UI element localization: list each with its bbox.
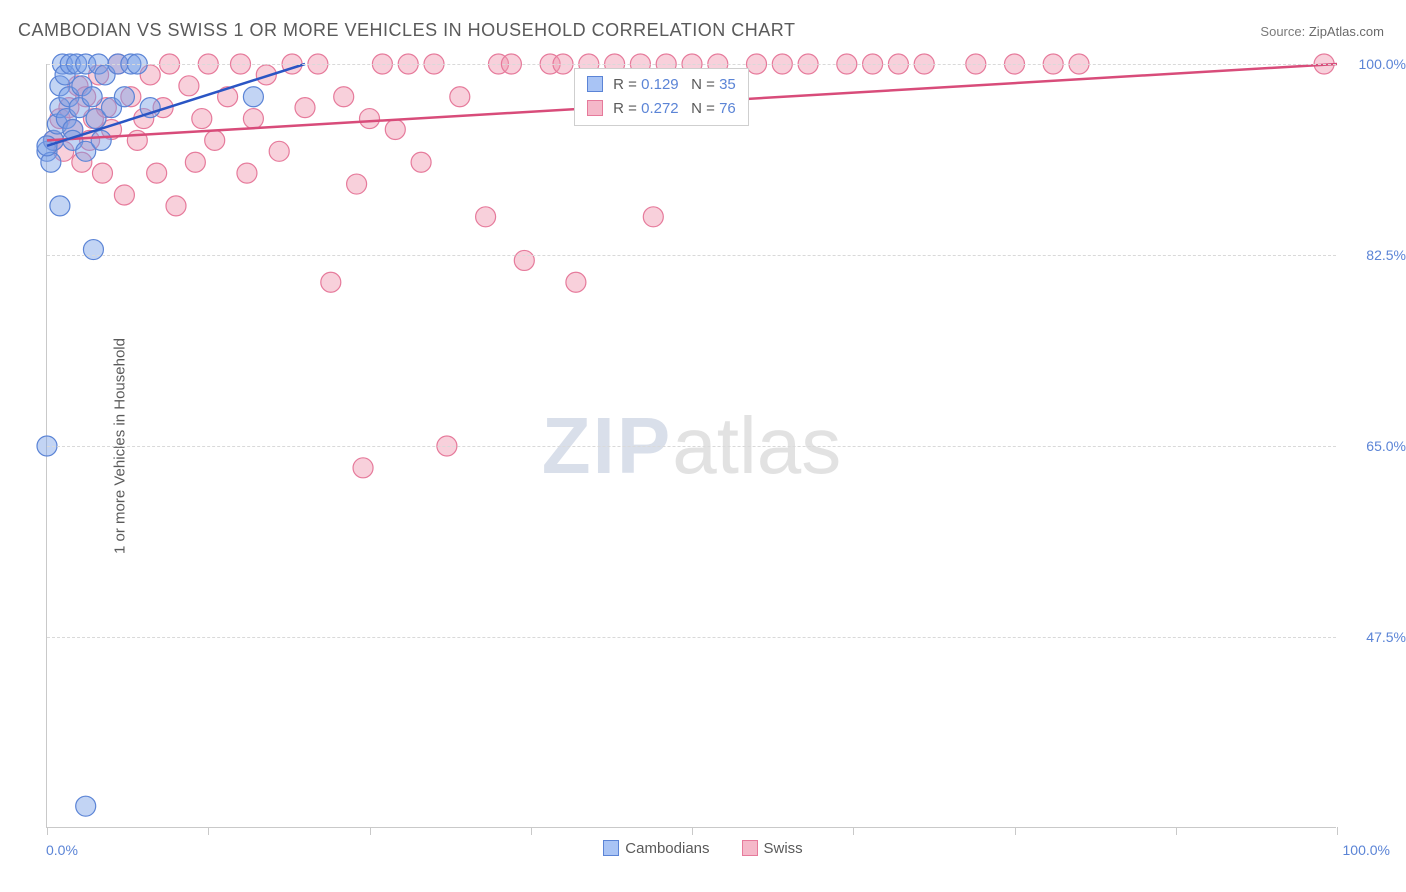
swiss-point <box>334 87 354 107</box>
cambodians-point <box>91 130 111 150</box>
legend-swatch-icon <box>587 76 603 92</box>
x-tick <box>1015 827 1016 835</box>
y-gridline <box>47 255 1336 256</box>
legend-swatch-icon <box>603 840 619 856</box>
swiss-point <box>295 98 315 118</box>
legend-swatch-icon <box>587 100 603 116</box>
legend-swatch-icon <box>742 840 758 856</box>
swiss-point <box>360 109 380 129</box>
x-tick <box>370 827 371 835</box>
correlation-row-swiss: R = 0.272 N = 76 <box>587 97 736 121</box>
source-attribution: Source: ZipAtlas.com <box>1260 24 1384 39</box>
legend: Cambodians Swiss <box>0 840 1406 857</box>
cambodians-point <box>83 240 103 260</box>
swiss-point <box>237 163 257 183</box>
plot-area: ZIPatlas 47.5%65.0%82.5%100.0% <box>46 64 1336 828</box>
cambodians-point <box>243 87 263 107</box>
chart-title: CAMBODIAN VS SWISS 1 OR MORE VEHICLES IN… <box>18 20 795 41</box>
swiss-point <box>566 272 586 292</box>
swiss-point <box>353 458 373 478</box>
x-tick <box>47 827 48 835</box>
swiss-point <box>147 163 167 183</box>
y-gridline <box>47 64 1336 65</box>
y-gridline <box>47 446 1336 447</box>
x-tick <box>692 827 693 835</box>
swiss-point <box>269 141 289 161</box>
legend-item-cambodians: Cambodians <box>603 840 709 857</box>
cambodians-point <box>76 796 96 816</box>
swiss-point <box>114 185 134 205</box>
cambodians-point <box>50 196 70 216</box>
correlation-row-cambodians: R = 0.129 N = 35 <box>587 73 736 97</box>
source-value: ZipAtlas.com <box>1309 24 1384 39</box>
swiss-point <box>450 87 470 107</box>
swiss-point <box>185 152 205 172</box>
x-tick <box>1337 827 1338 835</box>
y-tick-label: 82.5% <box>1346 247 1406 263</box>
swiss-point <box>411 152 431 172</box>
x-tick <box>208 827 209 835</box>
legend-label: Swiss <box>764 840 803 857</box>
swiss-point <box>205 130 225 150</box>
x-tick <box>853 827 854 835</box>
swiss-point <box>514 250 534 270</box>
swiss-point <box>166 196 186 216</box>
y-tick-label: 47.5% <box>1346 629 1406 645</box>
y-gridline <box>47 637 1336 638</box>
swiss-point <box>179 76 199 96</box>
swiss-point <box>347 174 367 194</box>
swiss-point <box>92 163 112 183</box>
legend-label: Cambodians <box>625 840 709 857</box>
swiss-point <box>321 272 341 292</box>
y-tick-label: 65.0% <box>1346 438 1406 454</box>
source-label: Source: <box>1260 24 1305 39</box>
swiss-point <box>385 119 405 139</box>
swiss-point <box>643 207 663 227</box>
y-tick-label: 100.0% <box>1346 56 1406 72</box>
cambodians-point <box>82 87 102 107</box>
swiss-point <box>192 109 212 129</box>
cambodians-point <box>114 87 134 107</box>
swiss-point <box>243 109 263 129</box>
legend-item-swiss: Swiss <box>742 840 803 857</box>
correlation-panel: R = 0.129 N = 35 R = 0.272 N = 76 <box>574 68 749 126</box>
x-tick <box>1176 827 1177 835</box>
x-tick <box>531 827 532 835</box>
swiss-point <box>476 207 496 227</box>
